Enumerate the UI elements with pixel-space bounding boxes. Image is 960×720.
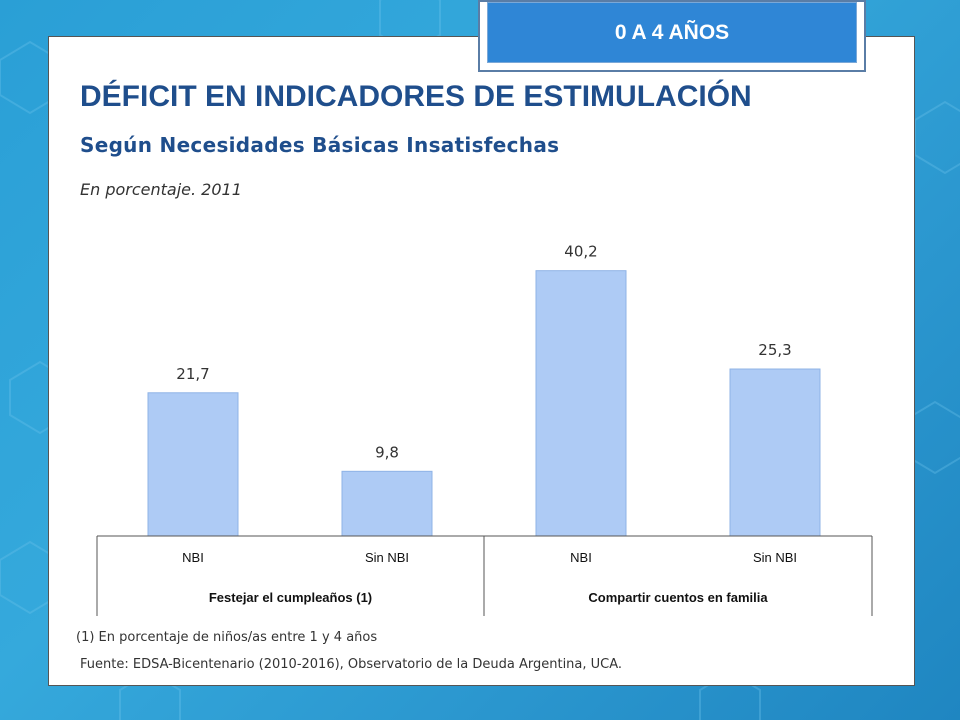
category-label: Sin NBI [365,550,409,565]
chart-caption: En porcentaje. 2011 [80,180,242,199]
age-badge-label: 0 A 4 AÑOS [487,2,857,63]
age-badge: 0 A 4 AÑOS [478,0,866,72]
data-label: 40,2 [564,243,597,261]
bar [535,270,627,537]
page-subtitle: Según Necesidades Básicas Insatisfechas [80,133,560,157]
category-label: Sin NBI [753,550,797,565]
footnote: (1) En porcentaje de niños/as entre 1 y … [76,630,378,645]
data-label: 9,8 [375,443,399,461]
group-label: Compartir cuentos en familia [588,590,768,605]
bar [341,470,433,537]
source-note: Fuente: EDSA-Bicentenario (2010-2016), O… [80,657,623,672]
category-label: NBI [182,550,204,565]
content-panel [48,36,915,686]
data-label: 25,3 [758,341,791,359]
data-label: 21,7 [176,365,209,383]
group-label: Festejar el cumpleaños (1) [209,590,372,605]
category-label: NBI [570,550,592,565]
bar [147,392,239,537]
bar [729,368,821,537]
page-title: DÉFICIT EN INDICADORES DE ESTIMULACIÓN [80,80,752,113]
